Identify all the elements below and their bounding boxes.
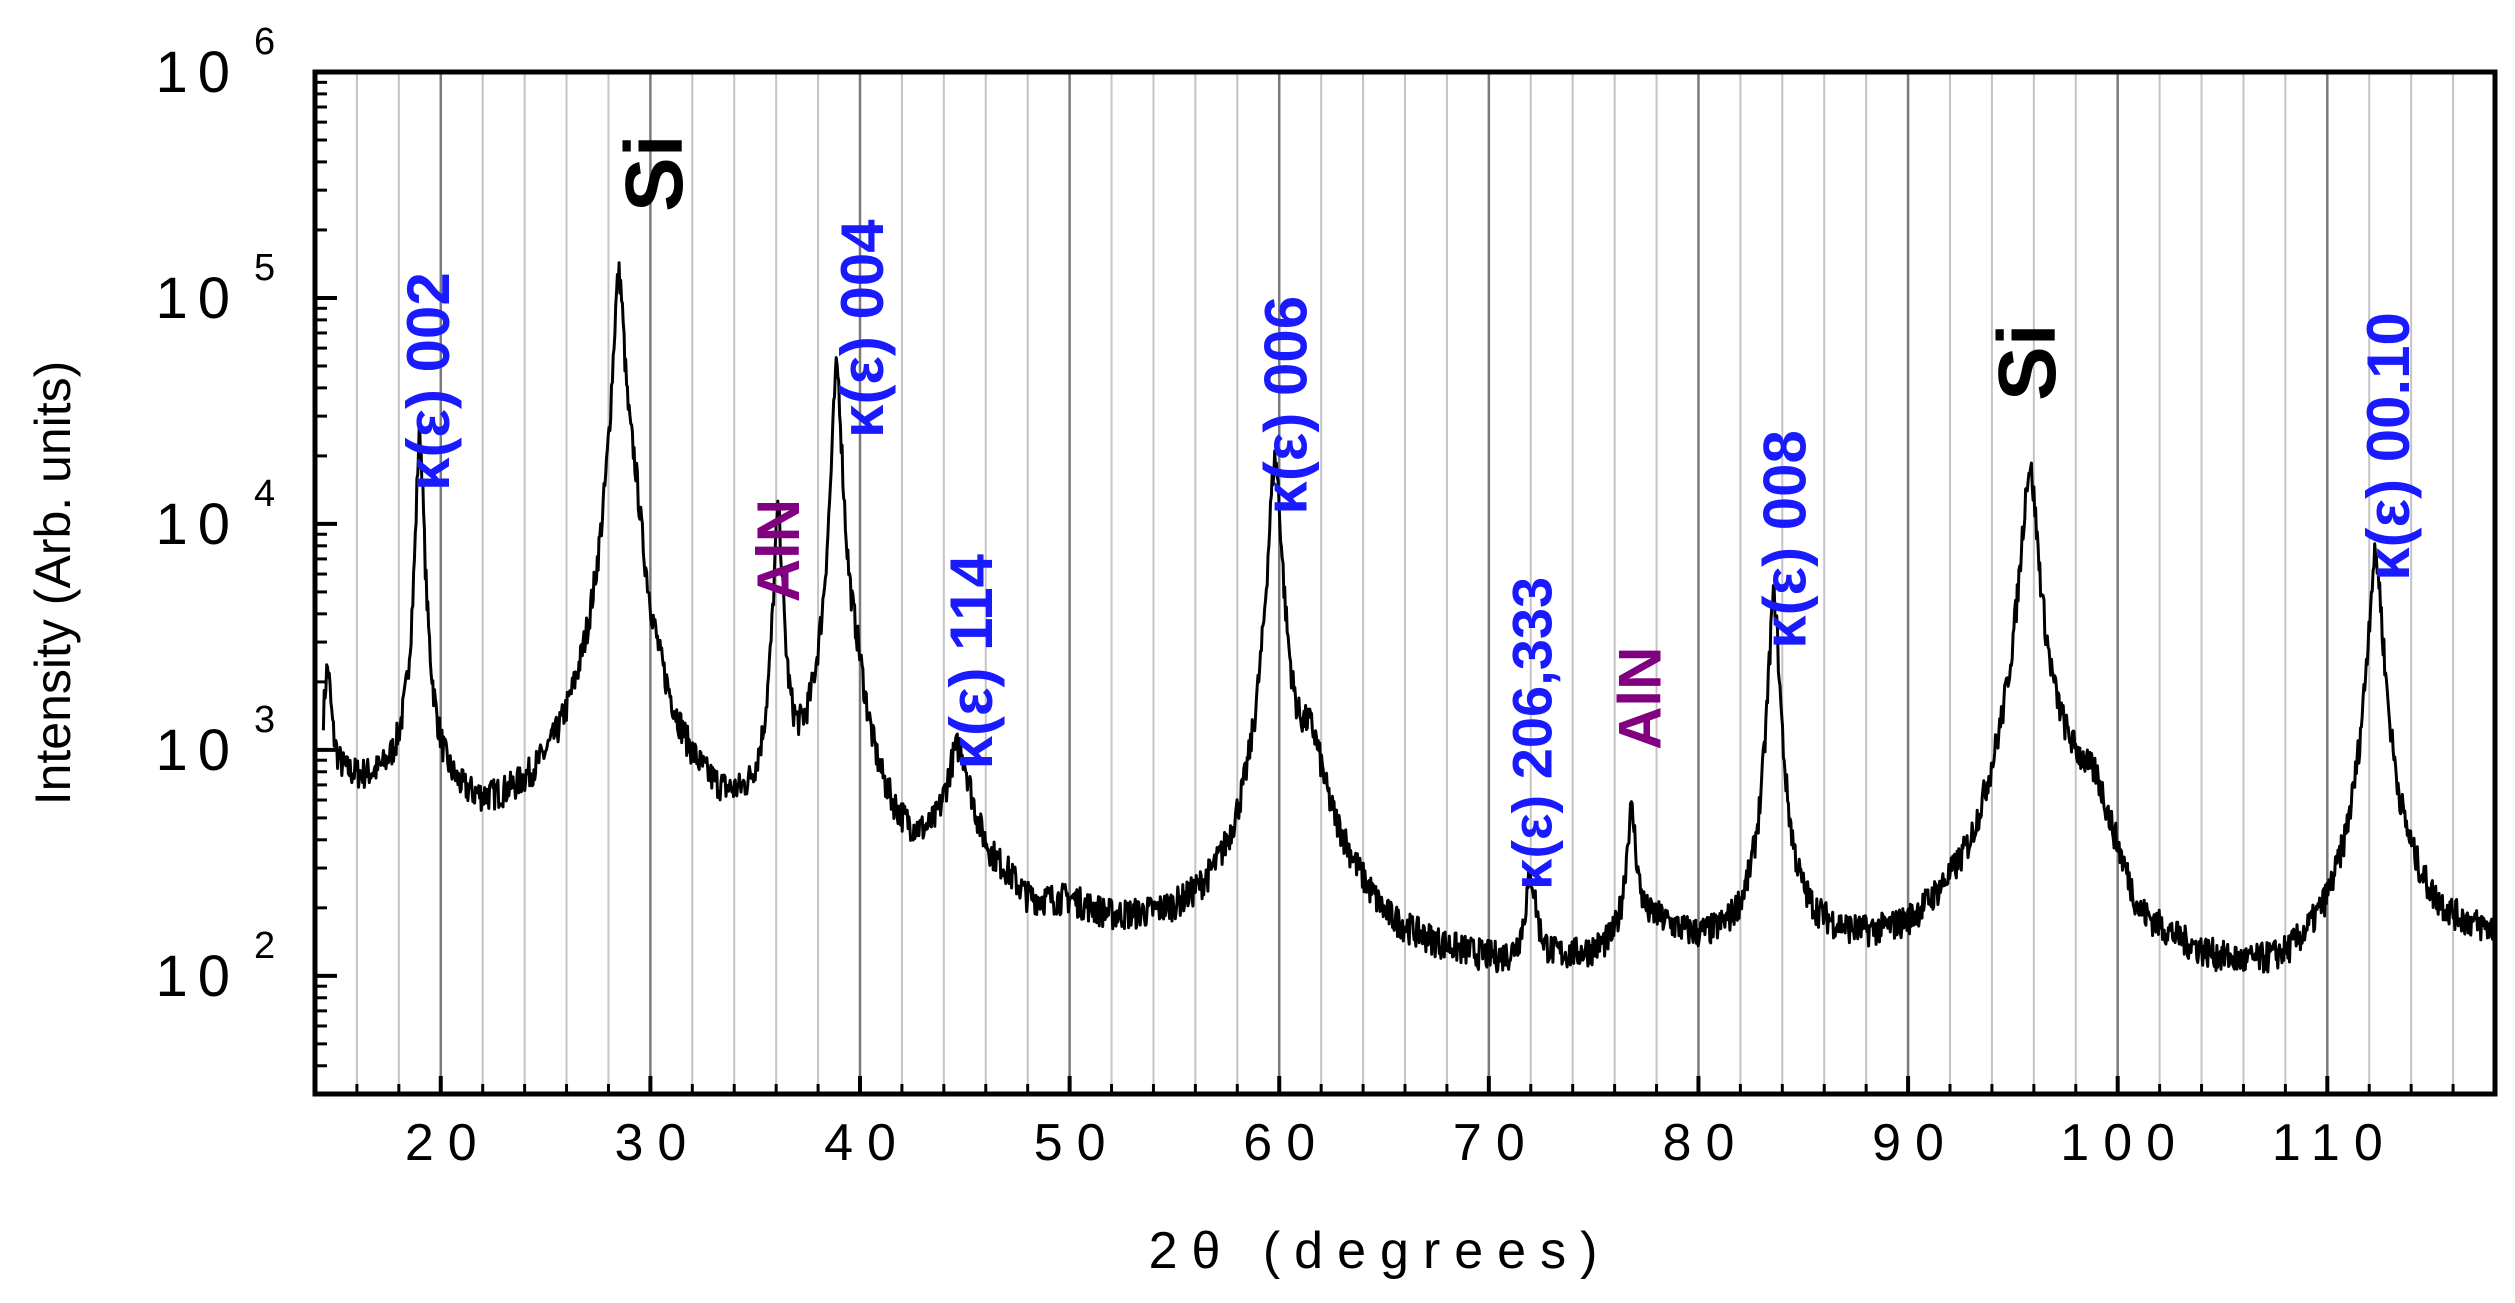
x-tick-label: 50 [1034,1114,1120,1172]
y-tick-exponent: 5 [254,247,275,289]
peak-label: Si [1982,324,2073,401]
peak-label: κ(ε) 006 [1253,296,1320,515]
x-tick-label: 30 [614,1114,700,1172]
peak-label: κ(ε) 004 [829,219,896,438]
x-tick-label: 60 [1243,1114,1329,1172]
y-tick-label: 10 [155,492,240,557]
peak-label: AlN [1607,647,1674,750]
x-axis-title: 2θ (degrees) [1149,1222,1612,1280]
peak-label: κ(ε) 206,333 [1501,577,1564,890]
x-tick-label: 110 [2272,1114,2397,1172]
plot-frame [312,69,2498,1097]
x-tick-label: 40 [824,1114,910,1172]
peak-label: κ(ε) 00.10 [2355,312,2422,581]
y-tick-label: 10 [155,40,240,105]
x-tick-label: 70 [1453,1114,1539,1172]
vertical-gridlines [355,72,2455,1094]
peak-annotations: κ(ε) 002 Si AlN κ(ε) 004 κ(ε) 114 κ(ε) 006 κ(ε… [395,135,2422,890]
peak-label: κ(ε) 114 [938,553,1005,769]
y-tick-label: 10 [155,718,240,783]
y-tick-label: 10 [155,944,240,1009]
peak-label: κ(ε) 008 [1751,430,1818,649]
diffraction-trace [321,261,2497,974]
peak-label: AlN [745,499,812,602]
x-tick-label: 100 [2060,1114,2189,1172]
y-tick-exponent: 3 [254,699,275,741]
y-tick-exponent: 6 [254,21,275,63]
y-tick-exponent: 4 [254,473,275,515]
y-axis-ticks [315,70,337,1096]
x-tick-labels: 20 30 40 50 60 70 80 90 100 110 [405,1114,2397,1172]
y-tick-labels: 10 2 10 3 10 4 10 5 10 6 [155,21,275,1009]
x-tick-label: 90 [1872,1114,1958,1172]
peak-label: κ(ε) 002 [395,272,462,491]
x-tick-label: 80 [1663,1114,1749,1172]
y-tick-label: 10 [155,266,240,331]
x-tick-label: 20 [405,1114,491,1172]
peak-label: Si [609,135,700,212]
y-axis-title: Intensity (Arb. units) [25,361,81,806]
y-tick-exponent: 2 [254,925,275,967]
